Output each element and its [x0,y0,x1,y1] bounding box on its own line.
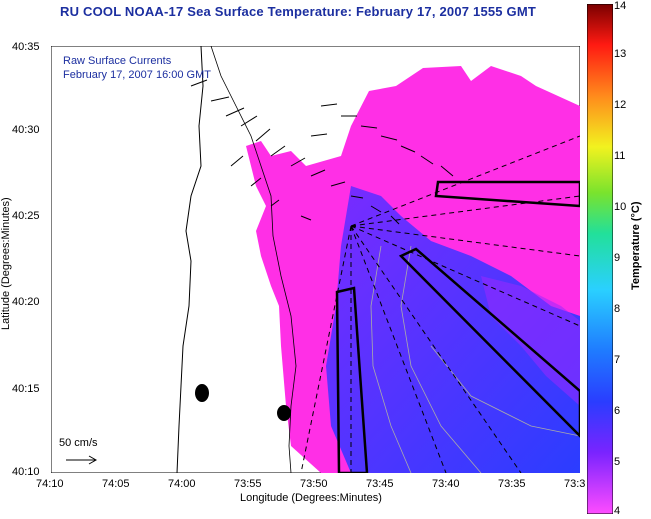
x-tick: 74:05 [102,478,130,490]
x-tick: 73:3 [564,478,586,490]
sst-map [51,46,580,473]
colorbar-tick: 6 [614,405,621,417]
colorbar-label: Temperature (°C) [630,201,642,290]
transect-lines [300,135,580,473]
colorbar-tick: 14 [614,0,627,12]
x-tick: 73:40 [432,478,460,490]
x-tick: 74:10 [36,478,64,490]
coastline [176,46,204,473]
map-title: RU COOL NOAA-17 Sea Surface Temperature:… [60,4,537,19]
bathymetry-contour [430,345,580,437]
x-tick: 74:00 [168,478,196,490]
colorbar-tick: 5 [614,456,621,468]
colorbar-tick: 4 [614,505,621,517]
study-wedge-north [434,180,580,208]
scale-label: 50 cm/s [59,437,98,449]
y-tick: 40:10 [12,466,40,478]
colorbar-tick: 9 [614,252,621,264]
x-tick: 73:55 [234,478,262,490]
location-marker [277,405,291,421]
legend-raw-currents: Raw Surface Currents [63,55,172,67]
colorbar-tick: 7 [614,354,621,366]
x-axis-label: Longitude (Degrees:Minutes) [240,492,382,504]
x-tick: 73:50 [300,478,328,490]
y-axis-label: Latitude (Degrees:Minutes) [0,197,12,330]
coastline-inner [210,46,297,473]
scale-arrow [66,455,98,465]
colorbar-tick: 12 [614,99,627,111]
y-tick: 40:25 [12,210,40,222]
colorbar-tick: 10 [614,201,627,213]
sst-cool-region [326,186,580,473]
colorbar-tick: 11 [614,150,626,162]
y-tick: 40:30 [12,124,40,136]
location-marker [195,384,209,402]
colorbar-tick: 8 [614,303,621,315]
y-tick: 40:35 [12,41,40,53]
bathymetry-contour [400,245,482,473]
x-tick: 73:45 [366,478,394,490]
y-tick: 40:20 [12,296,40,308]
surface-current-vectors [190,79,454,225]
colorbar-tick: 13 [614,48,627,60]
y-tick: 40:15 [12,383,40,395]
study-wedge-southeast [398,247,580,438]
temperature-colorbar [587,4,613,514]
sst-violet-band [481,276,580,406]
x-tick: 73:35 [498,478,526,490]
legend-date: February 17, 2007 16:00 GMT [63,69,211,81]
study-wedge-south [335,286,369,473]
